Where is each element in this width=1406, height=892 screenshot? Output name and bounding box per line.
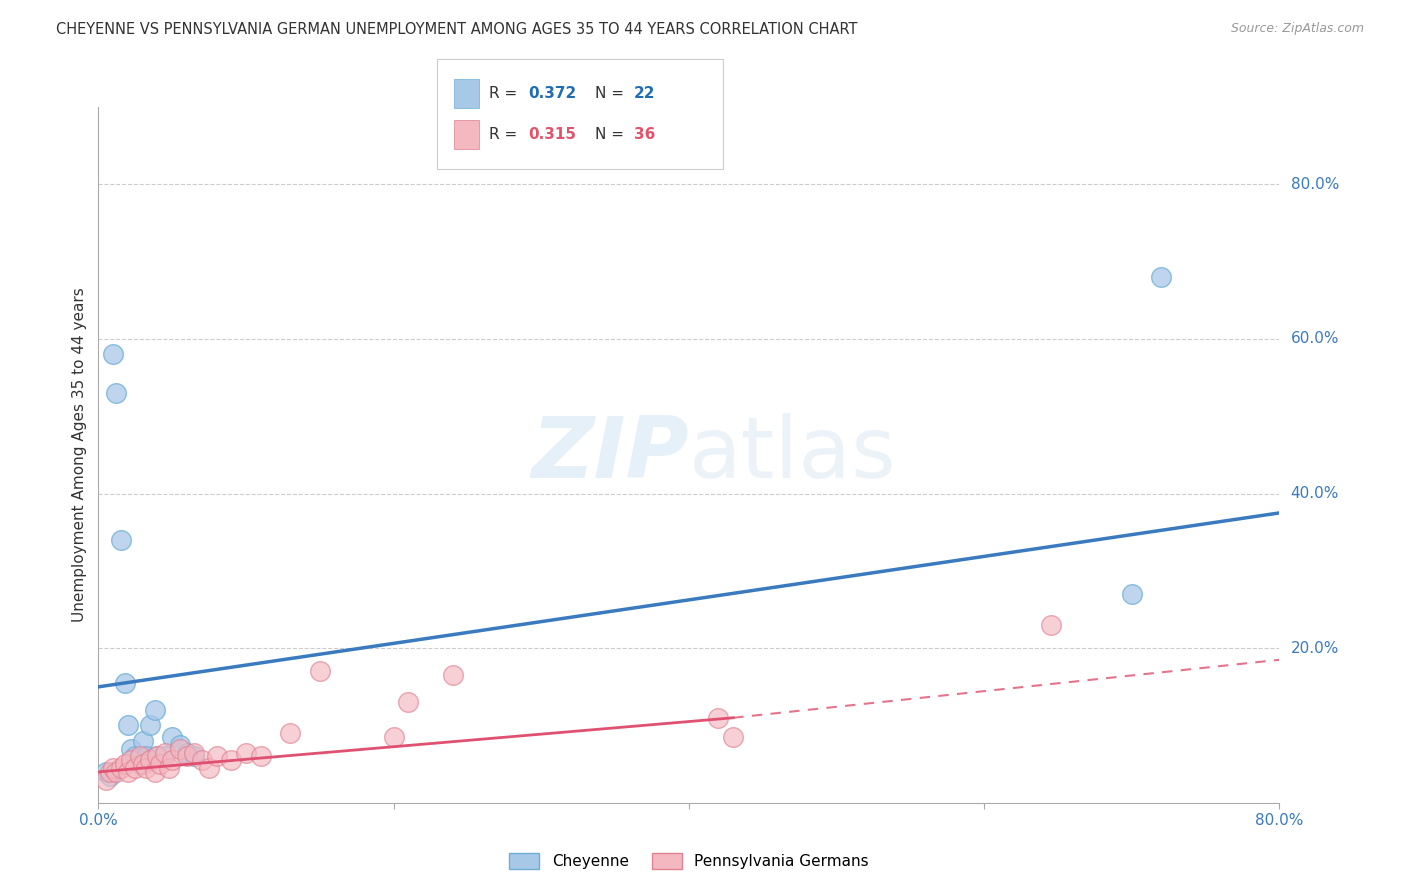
Point: [183, 746, 205, 760]
Point: [157, 761, 180, 775]
Point: [441, 668, 464, 682]
Point: [1039, 618, 1062, 632]
Text: 22: 22: [634, 87, 655, 101]
Text: R =: R =: [489, 128, 523, 142]
Point: [143, 703, 166, 717]
Text: N =: N =: [595, 128, 628, 142]
Point: [94, 772, 117, 787]
Point: [110, 533, 132, 547]
Point: [191, 753, 214, 767]
Point: [128, 749, 150, 764]
Text: Source: ZipAtlas.com: Source: ZipAtlas.com: [1230, 22, 1364, 36]
Point: [114, 757, 136, 772]
Point: [105, 386, 128, 401]
Point: [132, 734, 155, 748]
Point: [139, 718, 162, 732]
Point: [176, 749, 198, 764]
Point: [235, 746, 257, 760]
Point: [114, 676, 136, 690]
Text: atlas: atlas: [689, 413, 897, 497]
Point: [103, 347, 125, 361]
Point: [120, 753, 142, 767]
Point: [198, 761, 221, 775]
Text: 60.0%: 60.0%: [1291, 332, 1339, 346]
Point: [117, 764, 139, 779]
Point: [132, 757, 155, 772]
Point: [128, 757, 150, 772]
Point: [219, 753, 242, 767]
Point: [721, 730, 744, 744]
Point: [149, 757, 172, 772]
Y-axis label: Unemployment Among Ages 35 to 44 years: Unemployment Among Ages 35 to 44 years: [72, 287, 87, 623]
Point: [183, 749, 205, 764]
Text: 0.372: 0.372: [529, 87, 576, 101]
Point: [139, 753, 162, 767]
Point: [124, 761, 146, 775]
Point: [105, 764, 128, 779]
Point: [162, 730, 183, 744]
Point: [135, 749, 157, 764]
Point: [98, 764, 121, 779]
Point: [124, 749, 146, 764]
Text: 36: 36: [634, 128, 655, 142]
Text: 20.0%: 20.0%: [1291, 640, 1339, 656]
Point: [135, 761, 157, 775]
Text: 40.0%: 40.0%: [1291, 486, 1339, 501]
Point: [117, 718, 139, 732]
Point: [1121, 587, 1143, 601]
Text: CHEYENNE VS PENNSYLVANIA GERMAN UNEMPLOYMENT AMONG AGES 35 TO 44 YEARS CORRELATI: CHEYENNE VS PENNSYLVANIA GERMAN UNEMPLOY…: [56, 22, 858, 37]
Legend: Cheyenne, Pennsylvania Germans: Cheyenne, Pennsylvania Germans: [503, 847, 875, 875]
Point: [94, 764, 117, 779]
Point: [120, 741, 142, 756]
Point: [1150, 270, 1173, 285]
Point: [707, 711, 730, 725]
Point: [169, 741, 191, 756]
Point: [205, 749, 228, 764]
Point: [176, 746, 198, 760]
Point: [146, 749, 169, 764]
Text: 0.315: 0.315: [529, 128, 576, 142]
Point: [143, 764, 166, 779]
Point: [153, 746, 176, 760]
Text: 80.0%: 80.0%: [1291, 177, 1339, 192]
Text: R =: R =: [489, 87, 523, 101]
Point: [250, 749, 273, 764]
Point: [309, 665, 332, 679]
Point: [396, 695, 419, 709]
Point: [98, 769, 121, 783]
Point: [103, 761, 125, 775]
Point: [162, 753, 183, 767]
Point: [382, 730, 405, 744]
Point: [153, 749, 176, 764]
Point: [278, 726, 302, 740]
Point: [146, 749, 169, 764]
Text: ZIP: ZIP: [531, 413, 689, 497]
Text: N =: N =: [595, 87, 628, 101]
Point: [169, 738, 191, 752]
Point: [110, 761, 132, 775]
